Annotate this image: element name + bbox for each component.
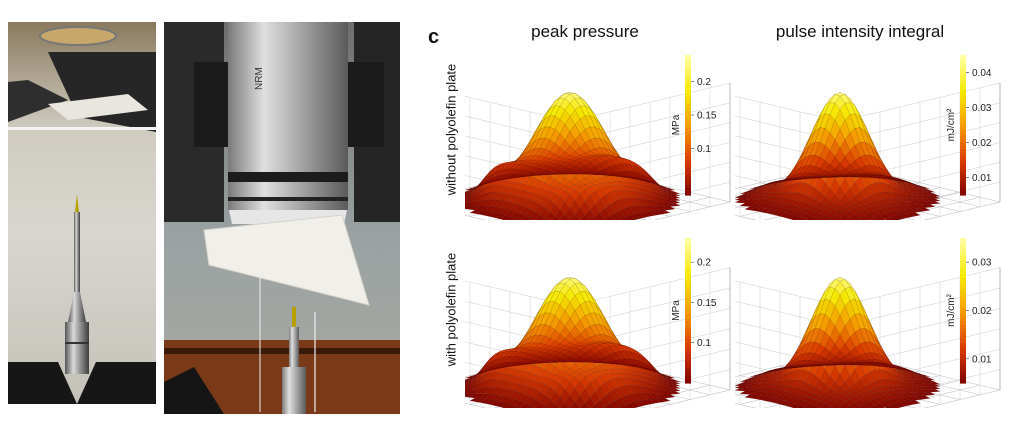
colorbar-tick-label: 0.01 bbox=[972, 354, 992, 365]
colorbar-unit-label: MPa bbox=[671, 114, 682, 135]
colorbar-tick-label: 0.04 bbox=[972, 68, 992, 79]
surface-mesh bbox=[735, 92, 941, 220]
hydrophone-needle-illustration bbox=[8, 22, 156, 404]
colorbar-tick-label: 0.02 bbox=[972, 306, 992, 317]
transducer-setup-illustration: NRM bbox=[164, 22, 400, 414]
panel-c-letter: c bbox=[428, 26, 440, 48]
surface-plot-with-plate-peak-pressure: 0.2 0.15 0.1 MPa bbox=[465, 228, 735, 408]
colorbar-tick-label: 0.15 bbox=[697, 111, 717, 122]
colorbar-tick-label: 0.02 bbox=[972, 138, 992, 149]
colorbar: 0.03 0.02 0.01 mJ/cm² bbox=[946, 238, 992, 384]
row-label-without-plate: without polyolefin plate bbox=[443, 63, 459, 196]
colorbar-tick-label: 0.15 bbox=[697, 298, 717, 309]
colorbar: 0.04 0.03 0.02 0.01 mJ/cm² bbox=[946, 55, 992, 196]
column-title-pulse-intensity-integral: pulse intensity integral bbox=[775, 22, 945, 41]
colorbar-unit-label: MPa bbox=[671, 300, 682, 321]
photo-hydrophone-needle bbox=[8, 22, 156, 404]
surface-mesh bbox=[735, 277, 941, 408]
colorbar-tick-label: 0.2 bbox=[697, 258, 711, 269]
row-label-with-plate: with polyolefin plate bbox=[443, 252, 459, 367]
colorbar-unit-label: mJ/cm² bbox=[946, 293, 957, 326]
surface-plot-without-plate-peak-pressure: 0.2 0.15 0.1 MPa bbox=[465, 45, 735, 220]
colorbar-tick-label: 0.03 bbox=[972, 258, 992, 269]
colorbar-tick-label: 0.01 bbox=[972, 173, 992, 184]
colorbar: 0.2 0.15 0.1 MPa bbox=[671, 55, 717, 196]
surface-plot-with-plate-pulse-intensity: 0.03 0.02 0.01 mJ/cm² bbox=[735, 228, 1010, 408]
colorbar-tick-label: 0.2 bbox=[697, 77, 711, 88]
surface-mesh bbox=[465, 92, 681, 220]
surface-plot-without-plate-pulse-intensity: 0.04 0.03 0.02 0.01 mJ/cm² bbox=[735, 45, 1010, 220]
photo-transducer-setup: NRM bbox=[164, 22, 400, 414]
colorbar-tick-label: 0.1 bbox=[697, 144, 711, 155]
column-title-peak-pressure: peak pressure bbox=[531, 22, 639, 41]
colorbar-tick-label: 0.03 bbox=[972, 103, 992, 114]
surface-mesh bbox=[465, 277, 681, 408]
colorbar-unit-label: mJ/cm² bbox=[946, 108, 957, 141]
colorbar: 0.2 0.15 0.1 MPa bbox=[671, 238, 717, 384]
colorbar-tick-label: 0.1 bbox=[697, 338, 711, 349]
transducer-brand-text: NRM bbox=[254, 67, 265, 90]
